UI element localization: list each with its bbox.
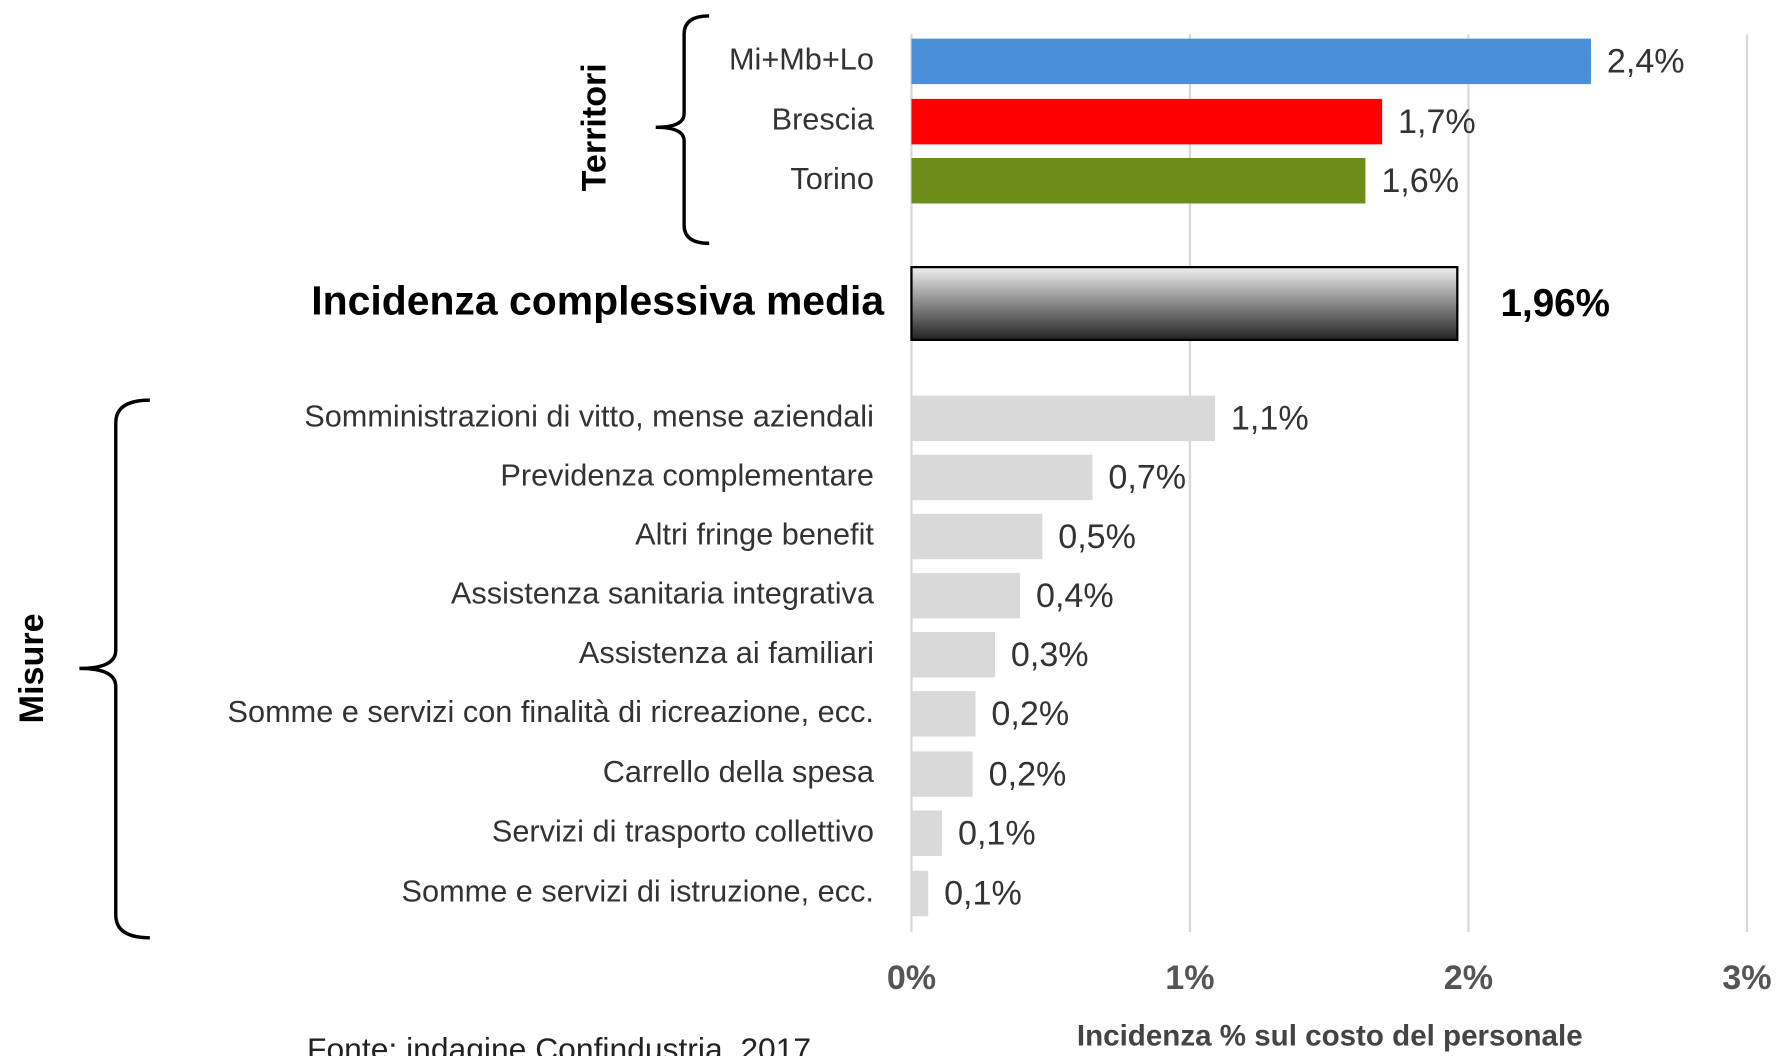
group-label: Territori — [576, 63, 614, 191]
bar — [911, 38, 1591, 85]
x-tick-label: 0% — [887, 959, 936, 997]
y-tick-label: Carrello della spesa — [603, 754, 875, 789]
y-tick-label: Somme e servizi di istruzione, ecc. — [402, 874, 874, 909]
y-tick-label: Previdenza complementare — [500, 458, 874, 493]
brace — [79, 398, 150, 940]
y-tick-label: Servizi di trasporto collettivo — [492, 813, 874, 848]
x-axis-label: Incidenza % sul costo del personale — [1077, 1020, 1583, 1053]
brace — [655, 14, 710, 245]
y-tick-label: Assistenza sanitaria integrativa — [451, 576, 875, 611]
bar — [911, 572, 1021, 619]
bar — [911, 632, 996, 678]
y-tick-label: Assistenza ai familiari — [579, 635, 874, 670]
bar — [911, 751, 973, 797]
data-label: 1,1% — [1231, 400, 1309, 438]
data-label: 0,2% — [989, 755, 1067, 793]
data-label: 0,3% — [1011, 636, 1089, 674]
y-tick-label: Brescia — [772, 102, 875, 137]
bar — [911, 513, 1043, 560]
x-tick-label: 1% — [1165, 959, 1214, 997]
bar — [911, 691, 976, 737]
y-tick-label: Somministrazioni di vitto, mense azienda… — [304, 398, 874, 433]
bar — [910, 265, 1459, 342]
data-label: 1,96% — [1501, 282, 1611, 325]
data-label: 0,1% — [958, 814, 1036, 852]
data-label: 1,6% — [1381, 162, 1459, 200]
y-tick-label: Torino — [790, 161, 874, 196]
data-label: 0,7% — [1108, 459, 1186, 497]
data-label: 0,4% — [1036, 577, 1114, 615]
y-tick-label: Somme e servizi con finalità di ricreazi… — [228, 694, 874, 729]
bar — [911, 454, 1093, 501]
y-tick-label: Mi+Mb+Lo — [729, 41, 874, 76]
highlight-label: Incidenza complessiva media — [311, 277, 885, 323]
bar — [911, 870, 929, 917]
bar — [911, 158, 1366, 204]
data-label: 1,7% — [1398, 103, 1476, 141]
data-label: 2,4% — [1607, 43, 1685, 81]
x-tick-label: 3% — [1722, 959, 1771, 997]
x-tick-label: 2% — [1444, 959, 1493, 997]
data-label: 0,2% — [991, 695, 1069, 733]
group-label: Misure — [13, 613, 51, 723]
data-label: 0,1% — [944, 875, 1022, 913]
bar — [911, 98, 1383, 145]
data-label: 0,5% — [1058, 518, 1136, 556]
source: Fonte: indagine Confindustria, 2017 — [307, 1031, 811, 1056]
bar — [911, 395, 1216, 442]
y-tick-label: Altri fringe benefit — [635, 517, 874, 552]
bar — [911, 810, 943, 856]
